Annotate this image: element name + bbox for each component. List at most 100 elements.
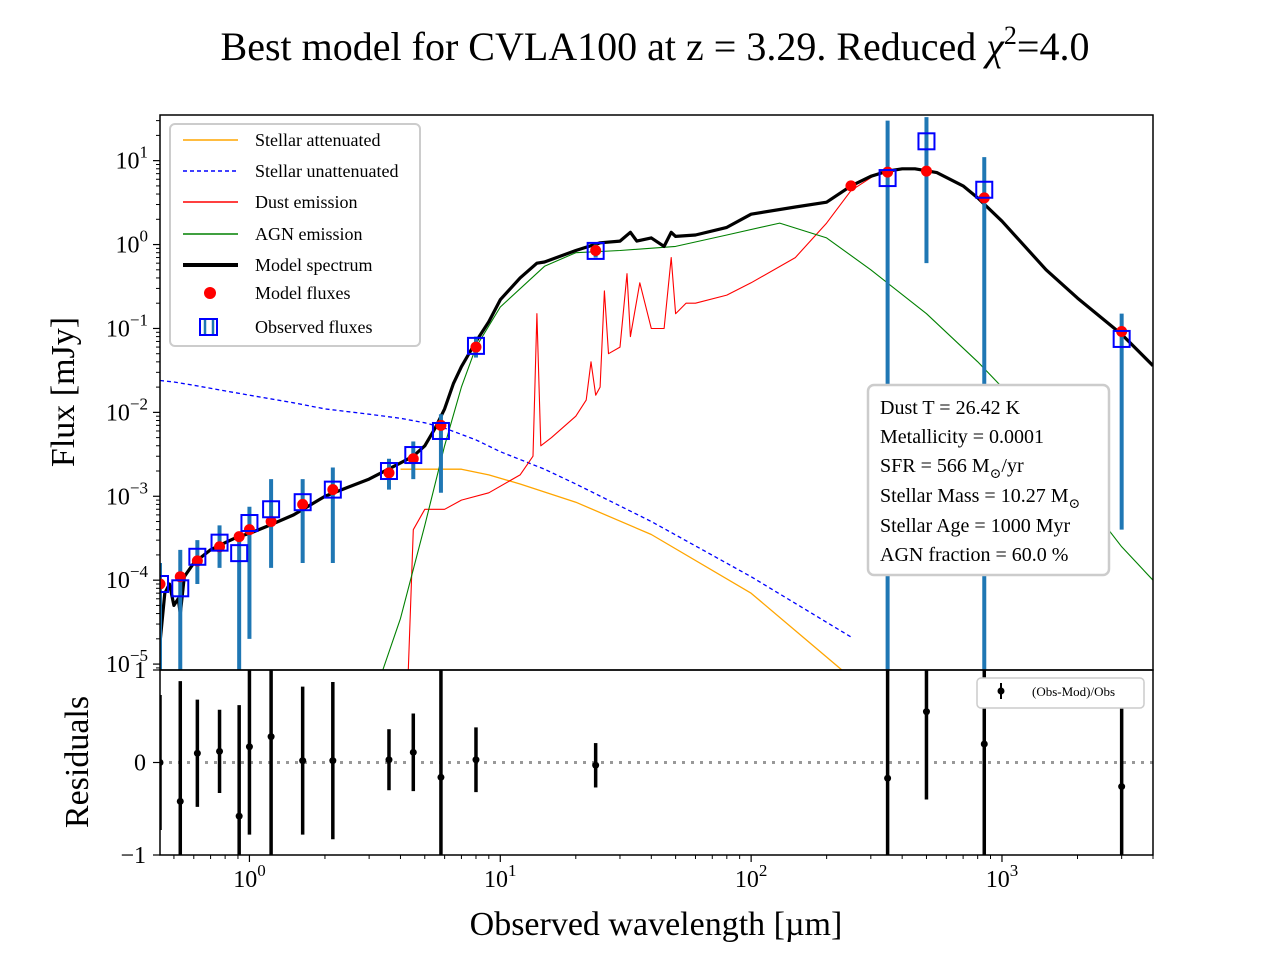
residuals-ticks: 100 101 102 103 1 0 −1	[120, 658, 1154, 893]
residuals-plot-area	[160, 670, 1153, 855]
residual-point	[592, 761, 600, 769]
residual-point	[437, 773, 445, 781]
legend-swatch-model-fluxes	[204, 287, 216, 299]
residual-point	[267, 733, 275, 741]
observed-flux-point	[230, 544, 249, 563]
residuals-legend-box	[976, 677, 1145, 709]
model-flux-point	[845, 180, 857, 192]
residual-y-tick-label: −1	[120, 843, 146, 869]
legend-label-agn-emission: AGN emission	[255, 224, 363, 244]
y-tick-label: 10−5	[106, 646, 148, 678]
legend-box	[169, 123, 421, 347]
observed-flux-point	[171, 579, 190, 598]
annotation-agn-fraction: AGN fraction = 60.0 %	[880, 544, 1068, 566]
x-tick-label: 102	[735, 861, 768, 893]
model-flux-point	[297, 498, 309, 510]
series-line-model-spectrum	[160, 167, 1153, 643]
y-tick-label: 10−4	[106, 562, 149, 594]
parameter-annotation: Dust T = 26.42 K Metallicity = 0.0001 SF…	[866, 383, 1111, 577]
residual-point	[160, 759, 164, 766]
residual-point	[235, 812, 243, 820]
observed-flux-point	[917, 132, 936, 151]
legend-label-observed-fluxes: Observed fluxes	[255, 317, 372, 337]
residuals-axis-label: Residuals	[59, 696, 96, 828]
series-line-stellar-attenuated	[400, 468, 843, 670]
observed-flux-point	[466, 336, 485, 355]
y-axis-label: Flux [mJy]	[45, 317, 82, 467]
y-tick-label: 10−2	[106, 394, 148, 426]
observed-flux-point	[160, 575, 169, 594]
model-flux-point	[590, 244, 602, 256]
model-flux-point	[383, 467, 395, 479]
model-flux-point	[233, 531, 245, 543]
residual-point	[329, 757, 337, 765]
y-tick-label: 101	[116, 143, 149, 175]
observed-flux-point	[323, 480, 342, 499]
observed-flux-point	[210, 533, 229, 552]
legend-label-stellar-attenuated: Stellar attenuated	[255, 130, 380, 150]
residual-point	[385, 756, 393, 764]
annotation-sfr: SFR = 566 M⊙/yr	[880, 455, 1024, 482]
observed-flux-point	[878, 169, 897, 188]
model-flux-point	[160, 578, 166, 590]
model-flux-point	[435, 419, 447, 431]
residual-y-tick-label: 1	[134, 658, 146, 684]
residual-point	[216, 747, 224, 755]
residual-point	[176, 797, 184, 805]
x-tick-label: 103	[986, 861, 1019, 893]
residual-point	[299, 757, 307, 765]
sed-legend: Stellar attenuated Stellar unattenuated …	[169, 123, 421, 347]
residual-point	[884, 774, 892, 782]
model-flux-point	[407, 453, 419, 465]
x-axis-label: Observed wavelength [µm]	[470, 906, 843, 943]
residual-y-tick-label: 0	[134, 751, 146, 777]
model-flux-point	[191, 555, 203, 567]
chart-title: Best model for CVLA100 at z = 3.29. Redu…	[221, 21, 1090, 69]
observed-flux-point	[379, 462, 398, 481]
residual-point	[980, 740, 988, 748]
residual-point	[472, 756, 480, 764]
residual-point	[922, 708, 930, 716]
observed-flux-point	[431, 421, 450, 440]
legend-label-stellar-unattenuated: Stellar unattenuated	[255, 161, 398, 181]
observed-flux-point	[586, 241, 605, 260]
series-line-dust-emission	[407, 170, 882, 670]
legend-label-dust-emission: Dust emission	[255, 192, 358, 212]
observed-flux-point	[240, 514, 259, 533]
sed-plot-area	[160, 117, 1153, 670]
residual-point	[1118, 783, 1126, 791]
sed-ticks: 101 100 10−1 10−2 10−3 10−4 10−5	[106, 120, 160, 678]
model-flux-point	[920, 165, 932, 177]
residual-point	[409, 748, 417, 756]
observed-flux-point	[293, 493, 312, 512]
x-tick-label: 101	[484, 861, 517, 893]
legend-label-model-spectrum: Model spectrum	[255, 255, 372, 275]
legend-label-model-fluxes: Model fluxes	[255, 283, 350, 303]
model-flux-point	[882, 166, 894, 178]
observed-flux-point	[188, 547, 207, 566]
y-tick-label: 10−1	[106, 310, 148, 342]
residuals-legend-label: (Obs-Mod)/Obs	[1032, 684, 1115, 699]
residuals-legend-swatch-point	[997, 687, 1005, 695]
residuals-legend: (Obs-Mod)/Obs	[976, 677, 1145, 709]
residual-point	[245, 743, 253, 751]
annotation-stellar-mass: Stellar Mass = 10.27 M⊙	[880, 485, 1080, 512]
annotation-metallicity: Metallicity = 0.0001	[880, 426, 1044, 448]
legend-swatch-observed-fluxes	[199, 318, 218, 336]
observed-flux-point	[1112, 329, 1131, 348]
annotation-box	[866, 383, 1111, 577]
model-flux-point	[470, 341, 482, 353]
x-tick-label: 100	[233, 861, 266, 893]
observed-flux-point	[404, 446, 423, 465]
y-tick-label: 10−3	[106, 478, 148, 510]
annotation-stellar-age: Stellar Age = 1000 Myr	[880, 515, 1070, 537]
y-tick-label: 100	[116, 227, 149, 259]
annotation-dust-temperature: Dust T = 26.42 K	[880, 397, 1021, 419]
observed-flux-point	[262, 500, 281, 519]
model-flux-point	[243, 524, 255, 536]
residual-point	[193, 749, 201, 757]
series-line-stellar-unattenuated	[160, 379, 852, 638]
model-flux-point	[327, 484, 339, 496]
model-flux-point	[265, 516, 277, 528]
